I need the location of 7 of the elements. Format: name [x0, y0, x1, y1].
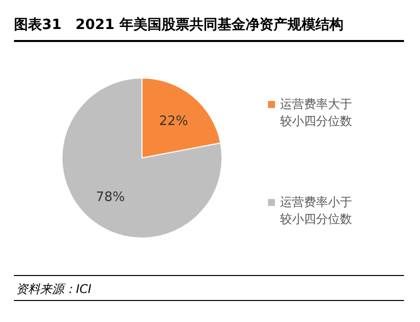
- data-label: 22%: [159, 114, 188, 129]
- pie-slice: [62, 78, 222, 238]
- legend-label: 运营费率大于较小四分位数: [280, 96, 353, 130]
- text: 资料来源：ICI: [16, 281, 92, 298]
- legend-label: 运营费率小于较小四分位数: [280, 194, 353, 228]
- chart-title: 图表31 2021 年美国股票共同基金净资产规模结构: [14, 16, 344, 34]
- data-label: 78%: [96, 190, 125, 206]
